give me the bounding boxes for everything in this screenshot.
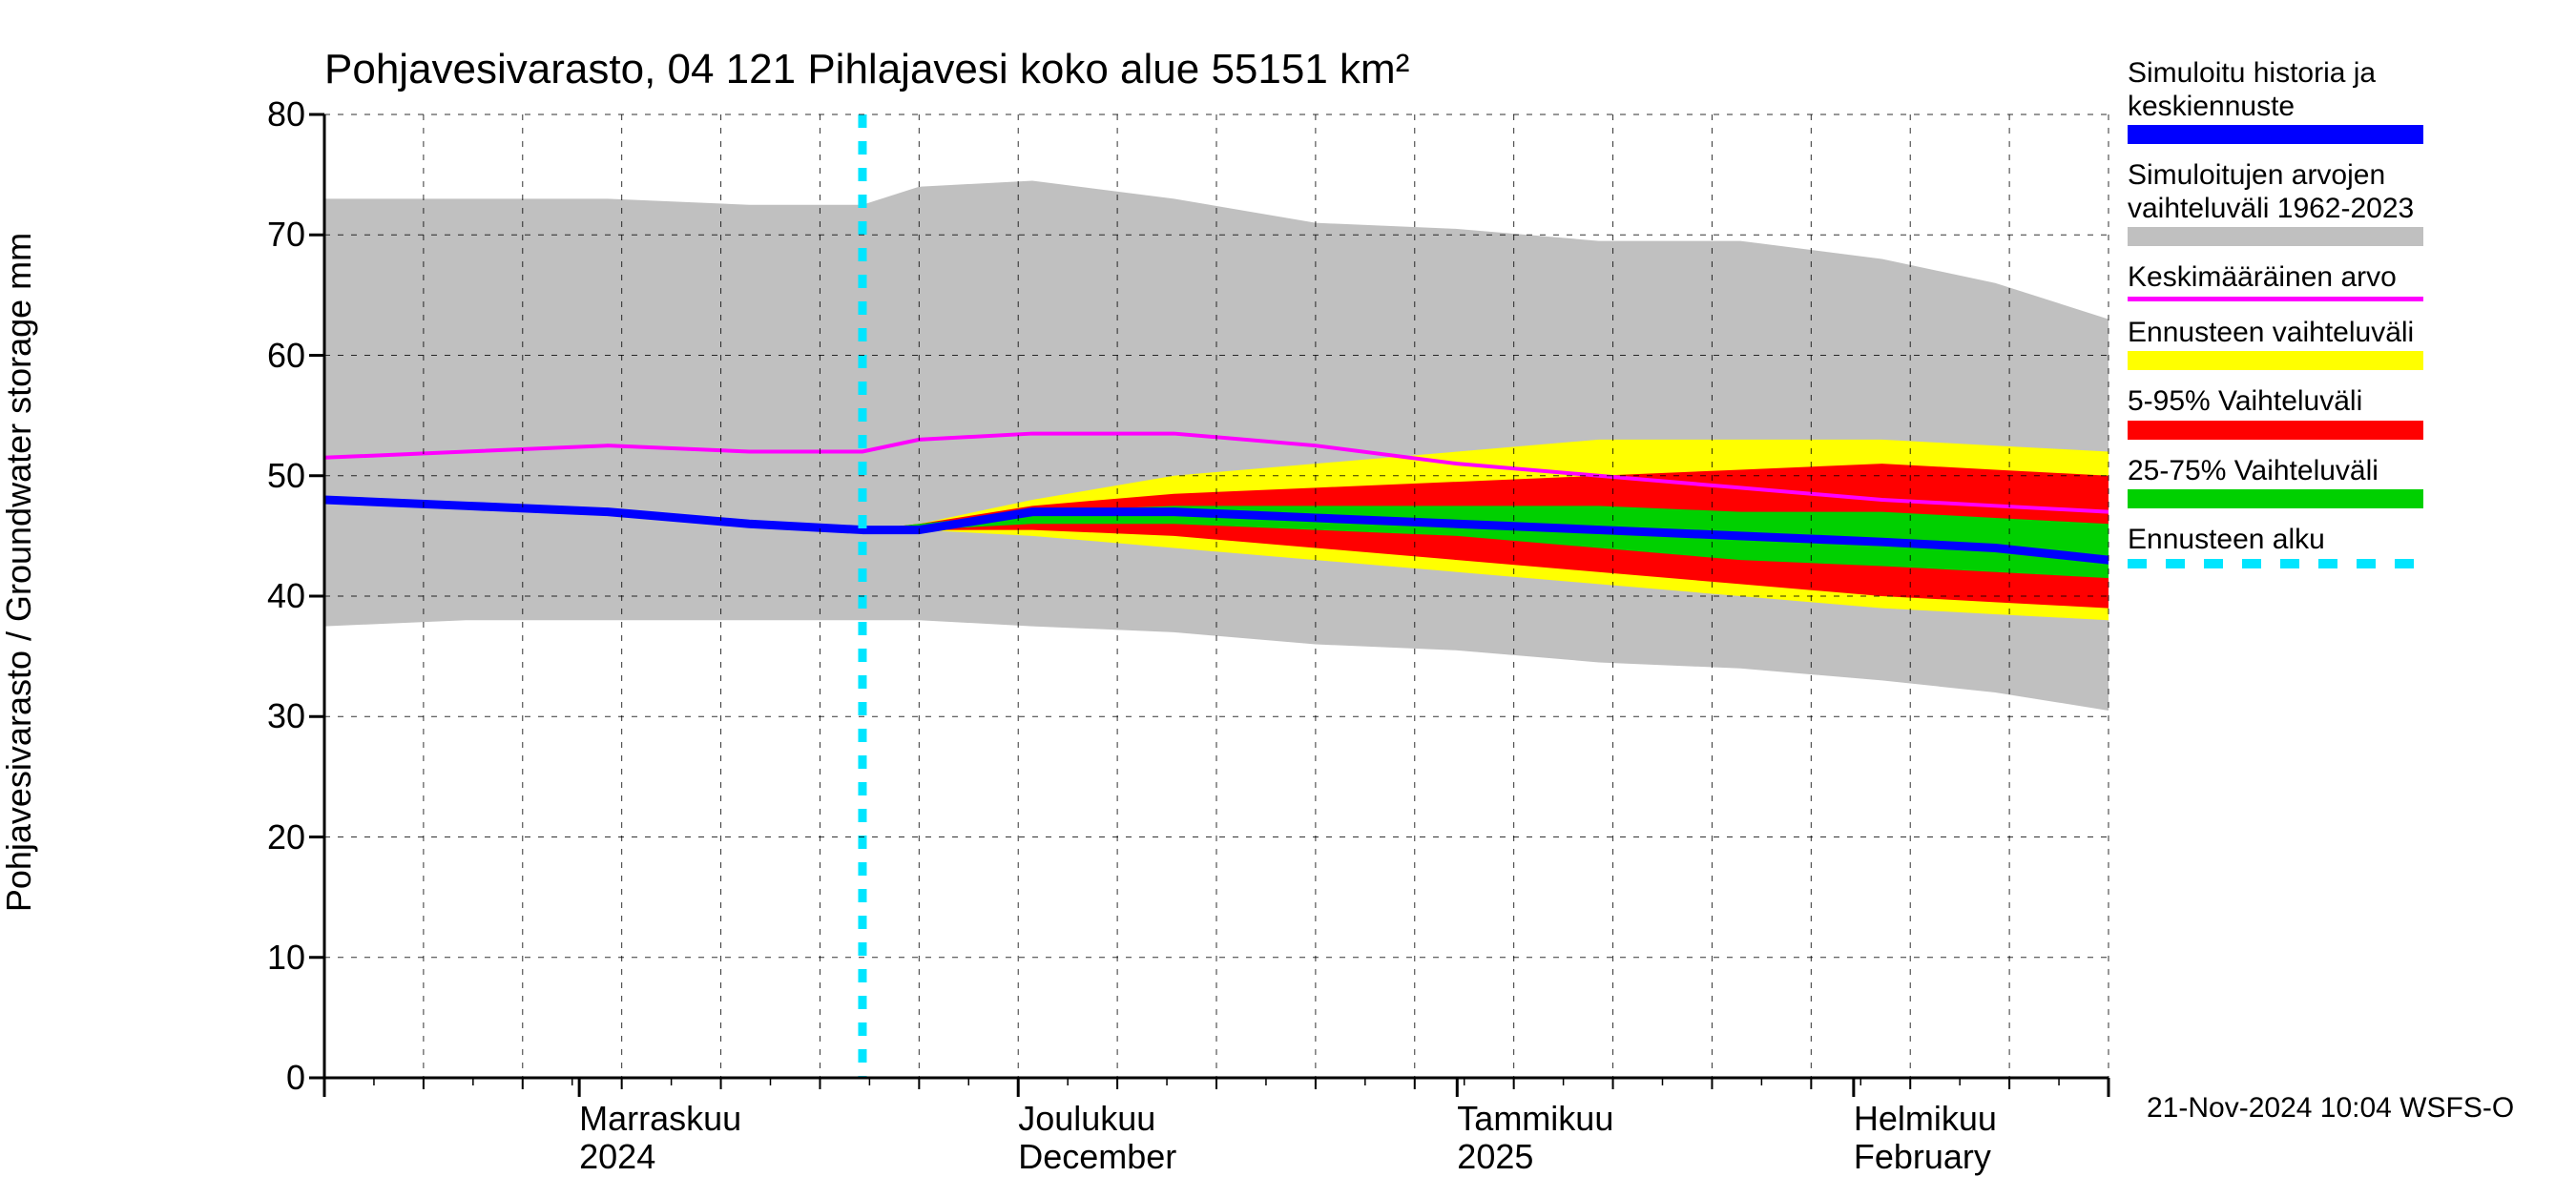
legend-text: Keskimääräinen arvo <box>2128 261 2547 295</box>
legend-text: Ennusteen vaihteluväli <box>2128 317 2547 350</box>
x-month-label-bottom: 2024 <box>579 1137 655 1177</box>
legend-swatch <box>2128 297 2423 301</box>
legend: Simuloitu historia jakeskiennusteSimuloi… <box>2128 57 2547 584</box>
x-month-label-bottom: 2025 <box>1457 1137 1533 1177</box>
footer-timestamp: 21-Nov-2024 10:04 WSFS-O <box>2147 1092 2514 1125</box>
legend-entry: 25-75% Vaihteluväli <box>2128 455 2547 509</box>
legend-entry: Simuloitujen arvojenvaihteluväli 1962-20… <box>2128 159 2547 246</box>
y-tick-label: 10 <box>239 938 305 978</box>
legend-swatch <box>2128 351 2423 370</box>
x-month-label-bottom: December <box>1018 1137 1176 1177</box>
legend-swatch <box>2128 489 2423 508</box>
y-tick-label: 30 <box>239 696 305 736</box>
x-month-label-top: Marraskuu <box>579 1099 741 1139</box>
legend-swatch <box>2128 559 2423 568</box>
x-month-label-top: Tammikuu <box>1457 1099 1613 1139</box>
y-tick-label: 70 <box>239 215 305 255</box>
y-tick-label: 80 <box>239 94 305 134</box>
legend-text: Simuloitujen arvojen <box>2128 159 2547 193</box>
legend-entry: Ennusteen alku <box>2128 524 2547 568</box>
x-month-label-bottom: February <box>1854 1137 1991 1177</box>
legend-entry: Keskimääräinen arvo <box>2128 261 2547 301</box>
legend-swatch <box>2128 227 2423 246</box>
y-tick-label: 20 <box>239 817 305 857</box>
legend-text: Ennusteen alku <box>2128 524 2547 557</box>
y-tick-label: 50 <box>239 456 305 496</box>
x-month-label-top: Joulukuu <box>1018 1099 1155 1139</box>
y-tick-label: 0 <box>239 1058 305 1098</box>
legend-entry: 5-95% Vaihteluväli <box>2128 385 2547 440</box>
y-tick-label: 60 <box>239 336 305 376</box>
legend-text: Simuloitu historia ja <box>2128 57 2547 91</box>
legend-text: 5-95% Vaihteluväli <box>2128 385 2547 419</box>
x-month-label-top: Helmikuu <box>1854 1099 1997 1139</box>
legend-swatch <box>2128 125 2423 144</box>
legend-entry: Ennusteen vaihteluväli <box>2128 317 2547 371</box>
legend-text: vaihteluväli 1962-2023 <box>2128 193 2547 226</box>
legend-swatch <box>2128 421 2423 440</box>
y-tick-label: 40 <box>239 576 305 616</box>
legend-text: 25-75% Vaihteluväli <box>2128 455 2547 488</box>
legend-text: keskiennuste <box>2128 91 2547 124</box>
legend-entry: Simuloitu historia jakeskiennuste <box>2128 57 2547 144</box>
